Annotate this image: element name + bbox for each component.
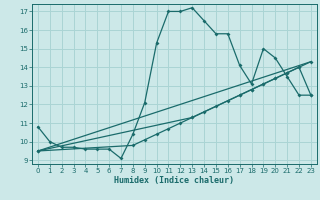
X-axis label: Humidex (Indice chaleur): Humidex (Indice chaleur) [115,176,234,185]
